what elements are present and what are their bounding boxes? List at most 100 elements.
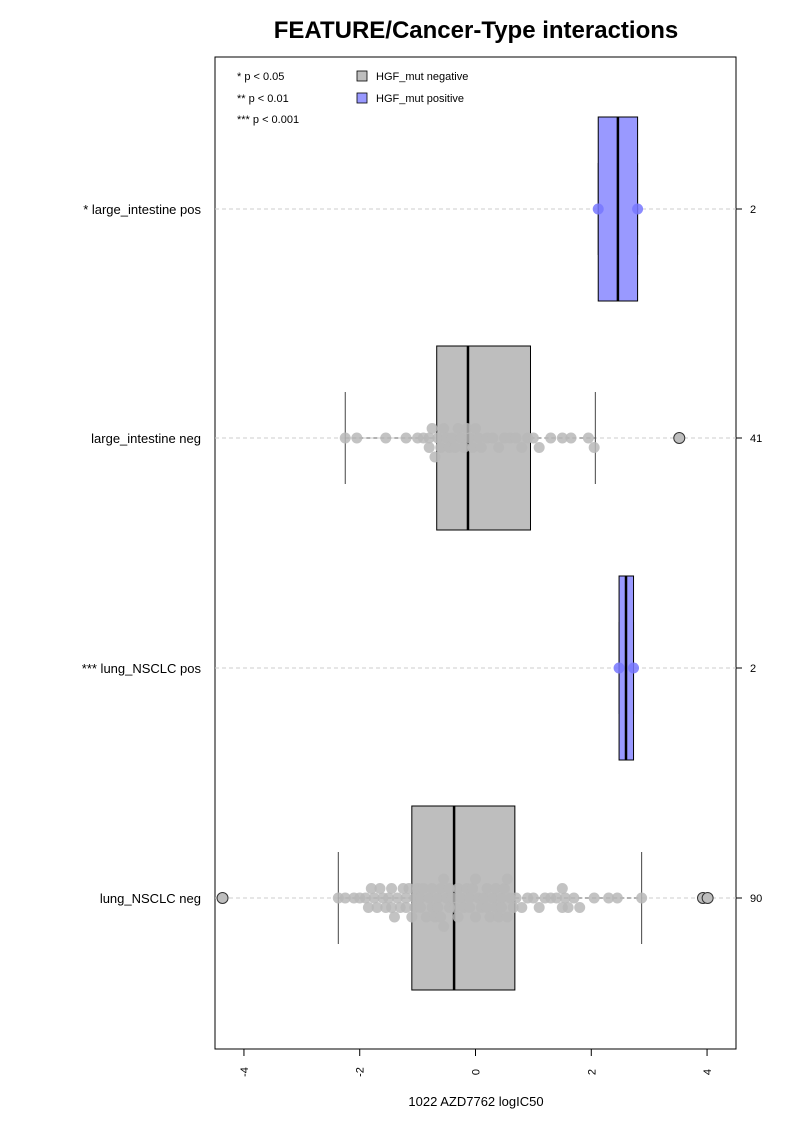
data-point (388, 911, 400, 923)
data-point (516, 442, 528, 453)
data-point (588, 442, 600, 453)
data-point (423, 892, 435, 904)
legend-swatch-positive (356, 92, 368, 104)
data-point (507, 902, 519, 913)
data-point (452, 883, 464, 894)
data-point (464, 902, 476, 913)
outlier-point (673, 432, 686, 444)
data-point (391, 892, 403, 904)
n-label: 41 (750, 433, 762, 445)
data-point (426, 423, 438, 434)
group-legend: HGF_mut negative HGF_mut positive (356, 70, 468, 105)
data-point (435, 442, 447, 453)
data-point (470, 911, 481, 923)
data-point (446, 892, 458, 904)
data-point (400, 892, 412, 904)
data-point (496, 892, 508, 904)
data-point (467, 883, 479, 894)
data-point (339, 892, 351, 904)
data-point (365, 883, 377, 894)
data-point (501, 873, 513, 885)
boxes (337, 116, 643, 991)
data-point (496, 902, 508, 913)
data-point (562, 902, 574, 913)
data-point (490, 883, 502, 894)
data-point (435, 883, 447, 894)
data-point (493, 911, 505, 923)
data-point (487, 432, 499, 444)
gridlines (215, 208, 736, 899)
data-point (449, 902, 461, 913)
legend-swatch-negative (356, 70, 368, 82)
data-point (400, 902, 412, 913)
n-label: 2 (750, 204, 756, 216)
data-point (374, 883, 386, 894)
data-point (565, 432, 577, 444)
x-tick-label: 0 (471, 1069, 483, 1075)
data-point (478, 892, 490, 904)
data-point (455, 892, 467, 904)
n-labels: 2 41 2 90 (736, 204, 762, 905)
data-point (592, 203, 604, 215)
sig-legend-3: *** p < 0.001 (237, 114, 299, 126)
data-point (339, 432, 351, 444)
data-point (545, 432, 557, 444)
row-label: lung_NSCLC neg (100, 891, 201, 906)
data-point (493, 442, 505, 453)
data-point (516, 902, 528, 913)
data-point (588, 892, 600, 904)
data-point (632, 203, 644, 215)
data-point (510, 432, 522, 444)
row-label: * large_intestine pos (83, 202, 201, 217)
data-point (464, 432, 476, 444)
data-point (484, 911, 496, 923)
data-point (470, 423, 481, 434)
data-point (443, 883, 455, 894)
data-point (603, 892, 615, 904)
x-tick-label: -2 (355, 1067, 367, 1077)
row-label: large_intestine neg (91, 431, 201, 446)
x-tick-label: 4 (702, 1069, 714, 1075)
data-point (449, 442, 461, 453)
data-point (351, 432, 363, 444)
data-point (582, 432, 594, 444)
data-point (481, 883, 493, 894)
data-point (527, 892, 539, 904)
data-point (628, 662, 640, 674)
data-point (438, 921, 450, 932)
data-point (568, 892, 580, 904)
data-point (551, 892, 563, 904)
data-point (527, 432, 539, 444)
data-point (510, 892, 522, 904)
data-point (362, 902, 374, 913)
outlier-point (701, 892, 714, 904)
data-point (475, 442, 487, 453)
sig-legend-2: ** p < 0.01 (237, 93, 289, 105)
data-point (360, 892, 372, 904)
outlier-point (216, 892, 229, 904)
data-point (429, 451, 441, 463)
data-point (386, 883, 398, 894)
points (216, 203, 714, 932)
x-axis-label: 1022 AZD7762 logIC50 (408, 1094, 543, 1109)
data-point (371, 902, 383, 913)
data-point (464, 892, 476, 904)
n-label: 2 (750, 663, 756, 675)
y-axis-labels: * large_intestine pos large_intestine neg… (82, 202, 202, 906)
data-point (559, 892, 571, 904)
data-point (380, 432, 392, 444)
data-point (400, 432, 412, 444)
legend-label-positive: HGF_mut positive (376, 93, 464, 105)
data-point (556, 432, 568, 444)
data-point (438, 423, 450, 434)
data-point (420, 911, 432, 923)
data-point (386, 902, 398, 913)
row-label: *** lung_NSCLC pos (82, 661, 202, 676)
x-tick-label: -4 (239, 1067, 251, 1077)
data-point (501, 911, 513, 923)
data-point (415, 892, 427, 904)
x-axis: -4 -2 0 2 4 (239, 1048, 714, 1077)
x-tick-label: 2 (586, 1069, 598, 1075)
data-point (446, 432, 458, 444)
